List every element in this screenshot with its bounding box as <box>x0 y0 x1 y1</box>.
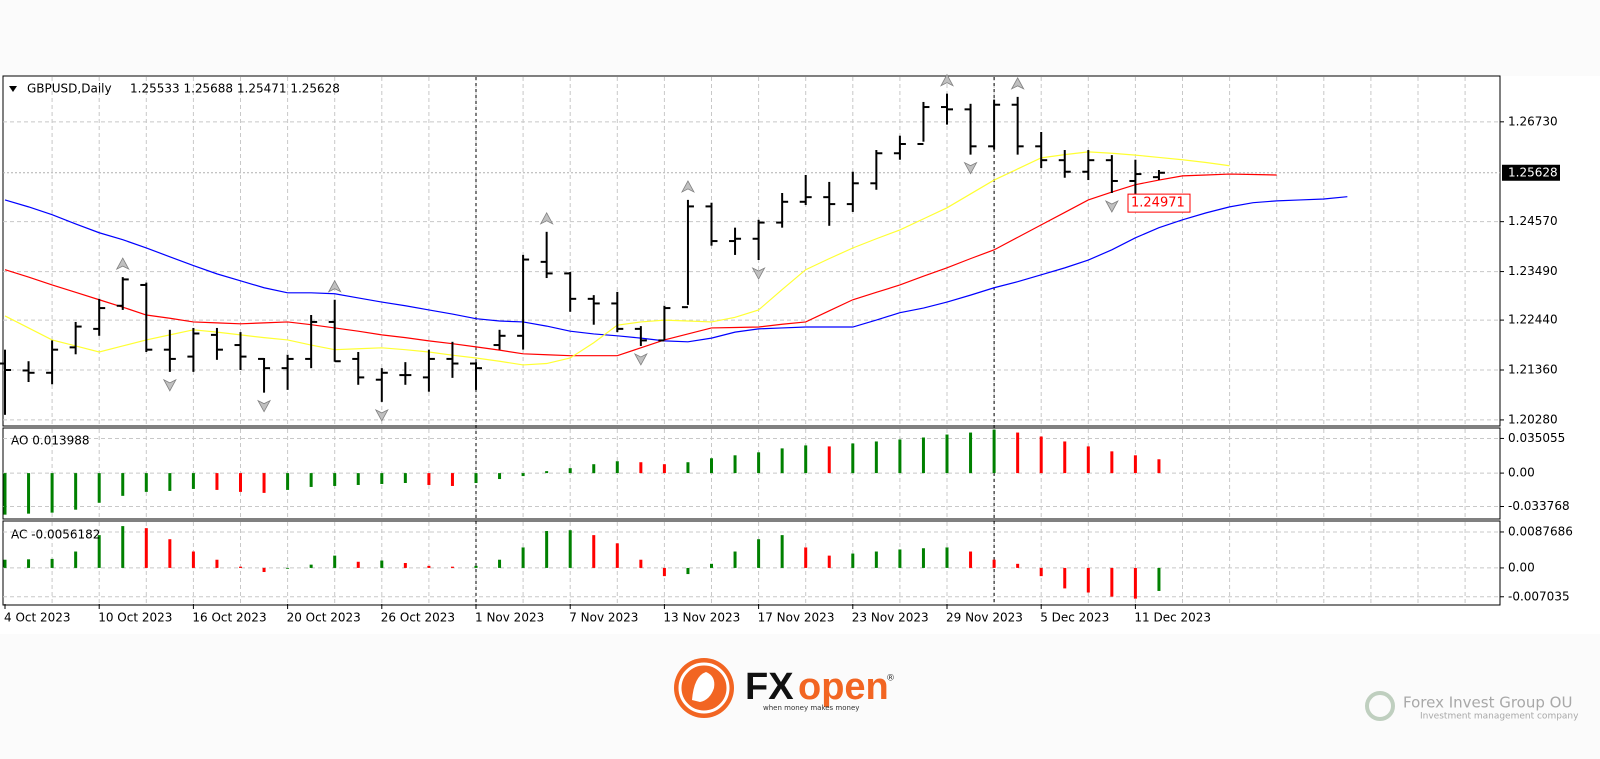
fractal-up <box>115 257 130 271</box>
partner-name: Forex Invest Group OU <box>1403 694 1572 712</box>
ma-line <box>4 173 1277 357</box>
price-marker-label: 1.24971 <box>1131 196 1185 211</box>
fractal-down <box>374 408 389 422</box>
ohlc-text: 1.25533 1.25688 1.25471 1.25628 <box>130 82 340 96</box>
y-tick-label: 1.26730 <box>1508 114 1558 128</box>
fractal-down <box>162 378 177 392</box>
ao-title: AO 0.013988 <box>11 434 90 448</box>
logo-tagline: when money makes money <box>763 704 859 712</box>
fxopen-logo: FX open ® when money makes money <box>674 658 895 718</box>
x-tick-label: 11 Dec 2023 <box>1134 611 1211 625</box>
x-tick-label: 5 Dec 2023 <box>1040 611 1109 625</box>
symbol: GBPUSD,Daily <box>27 82 112 96</box>
y-tick-label: 1.20280 <box>1508 412 1558 426</box>
last-price-label: 1.25628 <box>1508 165 1558 179</box>
y-tick-label: -0.033768 <box>1508 499 1570 513</box>
ma-line <box>4 196 1348 343</box>
price-marker-box <box>1127 193 1191 213</box>
panel-border <box>2 75 1501 427</box>
panel-border <box>2 520 1501 606</box>
symbol-menu-arrow[interactable] <box>9 86 17 92</box>
fractal-down <box>633 353 648 366</box>
y-tick-label: 0.035055 <box>1508 431 1565 445</box>
x-tick-label: 26 Oct 2023 <box>381 611 455 625</box>
fractal-up <box>940 73 954 87</box>
y-tick-label: 1.24570 <box>1508 214 1558 228</box>
logo-open: open <box>798 666 889 708</box>
fractal-down <box>963 161 978 175</box>
logo-ring <box>678 662 730 714</box>
y-tick-label: 0.00 <box>1508 466 1535 480</box>
logo-fx: FX <box>745 666 794 708</box>
partner-icon <box>1365 691 1395 721</box>
x-tick-label: 16 Oct 2023 <box>192 611 266 625</box>
y-tick-label: 1.21360 <box>1508 363 1558 377</box>
x-tick-label: 10 Oct 2023 <box>98 611 172 625</box>
x-tick-label: 20 Oct 2023 <box>287 611 361 625</box>
ac-title: AC -0.0056182 <box>11 528 100 542</box>
x-tick-label: 13 Nov 2023 <box>663 611 740 625</box>
y-tick-label: 1.23490 <box>1508 264 1558 278</box>
x-tick-label: 17 Nov 2023 <box>758 611 835 625</box>
fractal-down <box>257 399 272 413</box>
x-tick-label: 4 Oct 2023 <box>4 611 71 625</box>
x-tick-label: 29 Nov 2023 <box>946 611 1023 625</box>
partner-subtitle: Investment management company <box>1420 712 1579 722</box>
y-tick-label: 0.00 <box>1508 560 1535 574</box>
fractal-up <box>680 180 695 193</box>
partner-logo: Forex Invest Group OU Investment managem… <box>1365 691 1579 722</box>
last-price-tag <box>1502 164 1560 181</box>
x-tick-label: 23 Nov 2023 <box>852 611 929 625</box>
x-tick-label: 7 Nov 2023 <box>569 611 638 625</box>
fractal-down <box>751 267 766 280</box>
fractal-down <box>1104 200 1119 213</box>
x-tick-label: 1 Nov 2023 <box>475 611 544 625</box>
y-tick-label: -0.007035 <box>1508 589 1570 603</box>
logo-lion <box>692 672 715 702</box>
y-tick-label: 0.0087686 <box>1508 524 1573 538</box>
fractal-up <box>327 279 342 293</box>
fractal-up <box>1010 77 1025 90</box>
fractal-up <box>539 211 554 225</box>
chart-background <box>0 76 1600 634</box>
logo-reg: ® <box>886 674 895 684</box>
y-tick-label: 1.22440 <box>1508 313 1558 327</box>
